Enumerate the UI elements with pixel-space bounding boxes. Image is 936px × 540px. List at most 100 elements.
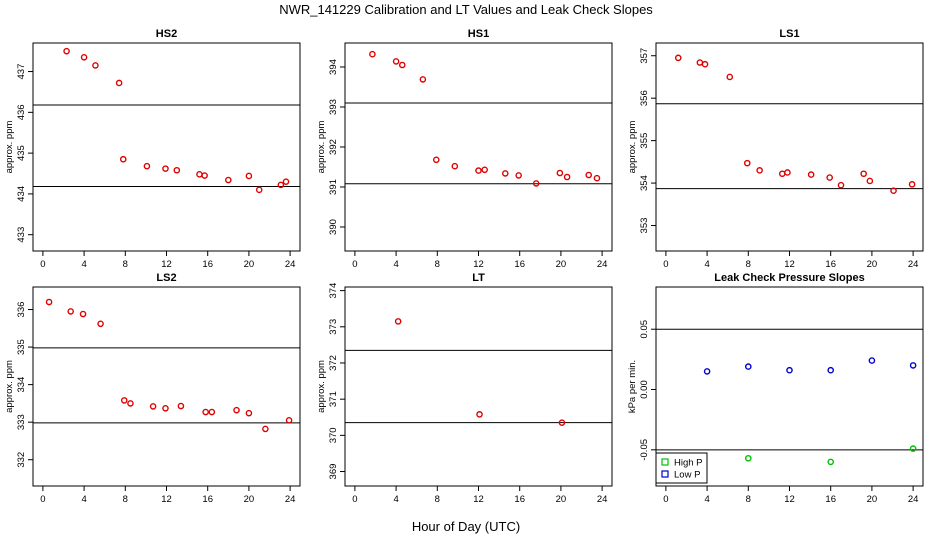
legend-marker	[661, 470, 669, 478]
data-point	[196, 171, 203, 178]
data-point	[285, 416, 293, 424]
y-tick-label: 0.05	[639, 320, 650, 339]
plot-frame	[655, 42, 924, 252]
legend-label: High P	[674, 458, 703, 469]
data-point	[827, 458, 835, 466]
data-point	[177, 402, 185, 410]
y-axis-label: approx. ppm	[316, 121, 327, 174]
data-point	[501, 170, 509, 177]
x-tick-label: 8	[123, 259, 128, 270]
data-point	[786, 366, 793, 374]
x-tick-label: 16	[202, 494, 213, 505]
legend-box	[655, 452, 708, 484]
y-tick-label: 393	[328, 99, 339, 115]
y-tick-label: 357	[639, 48, 650, 64]
data-point	[173, 166, 181, 174]
data-point	[558, 419, 566, 426]
y-tick-label: 333	[16, 414, 27, 430]
y-tick-label: 390	[328, 219, 339, 235]
data-point	[451, 162, 459, 170]
x-tick-label: 4	[704, 259, 709, 270]
data-point	[392, 58, 400, 65]
data-point	[868, 357, 876, 364]
y-tick-label: 433	[16, 227, 27, 243]
data-point	[149, 403, 157, 410]
data-point	[162, 404, 169, 412]
y-axis-label: approx. ppm	[627, 121, 638, 174]
y-tick-label: 335	[16, 339, 27, 355]
data-point	[79, 310, 87, 318]
data-point	[909, 445, 917, 452]
data-point	[908, 181, 916, 188]
x-tick-label: 8	[435, 494, 440, 505]
data-point	[245, 409, 253, 417]
x-tick-label: 16	[202, 259, 213, 270]
data-point	[515, 172, 522, 179]
x-tick-label: 8	[746, 259, 751, 270]
data-point	[201, 172, 208, 179]
data-point	[92, 62, 99, 69]
x-tick-label: 0	[40, 494, 45, 505]
y-axis-label: approx. ppm	[316, 360, 327, 413]
x-tick-label: 8	[746, 494, 751, 505]
panel-title: HS1	[468, 28, 489, 40]
data-point	[127, 400, 134, 407]
x-tick-label: 0	[663, 494, 668, 505]
data-point	[674, 54, 682, 62]
data-point	[262, 425, 269, 433]
data-point	[481, 166, 488, 174]
data-point	[202, 408, 209, 416]
x-tick-label: 24	[285, 494, 296, 505]
y-axis-label: approx. ppm	[4, 360, 15, 413]
x-tick-label: 8	[123, 494, 128, 505]
y-tick-label: 392	[328, 139, 339, 155]
figure-title: NWR_141229 Calibration and LT Values and…	[279, 2, 653, 17]
data-point	[743, 159, 751, 167]
y-tick-label: 394	[328, 59, 339, 75]
x-tick-label: 12	[161, 259, 172, 270]
y-tick-label: 369	[328, 464, 339, 480]
panel-ls1: LS1 0 4 8 12 16 20 24 353 354 355 356 357 approx. ppm	[627, 28, 924, 270]
data-point	[827, 366, 835, 374]
x-tick-label: 12	[473, 259, 484, 270]
x-tick-label: 20	[244, 259, 255, 270]
panel-lt: LT 0 4 8 12 16 20 24 369 370 371 372 373 374 approx. p…	[316, 272, 613, 505]
plot-frame	[344, 286, 613, 487]
data-point	[120, 397, 128, 404]
y-tick-label: -0.05	[639, 439, 650, 461]
y-axis-label: approx. ppm	[4, 121, 15, 174]
y-axis-label: kPa per min.	[627, 360, 638, 413]
x-tick-label: 24	[597, 494, 608, 505]
y-tick-label: 356	[639, 90, 650, 106]
x-tick-label: 24	[908, 259, 919, 270]
data-point	[394, 318, 402, 325]
data-point	[837, 181, 845, 189]
data-point	[119, 155, 127, 163]
plot-frame	[32, 42, 301, 252]
data-point	[277, 181, 285, 189]
x-tick-label: 8	[435, 259, 440, 270]
data-point	[419, 76, 427, 83]
y-tick-label: 0.00	[639, 380, 650, 399]
data-point	[701, 60, 709, 68]
x-tick-label: 12	[473, 494, 484, 505]
y-tick-label: 437	[16, 64, 27, 80]
data-point	[593, 174, 601, 182]
data-point	[282, 178, 290, 185]
y-tick-label: 391	[328, 179, 339, 195]
data-point	[784, 169, 791, 176]
data-point	[744, 454, 752, 462]
y-tick-label: 370	[328, 427, 339, 443]
data-point	[532, 180, 540, 187]
x-tick-label: 16	[825, 494, 836, 505]
data-point	[778, 170, 786, 178]
legend-label: Low P	[674, 470, 700, 481]
data-point	[245, 172, 253, 180]
x-tick-label: 16	[514, 494, 525, 505]
x-tick-label: 4	[393, 259, 398, 270]
data-point	[860, 170, 867, 178]
x-tick-label: 4	[393, 494, 398, 505]
x-tick-label: 0	[40, 259, 45, 270]
legend-marker	[661, 458, 669, 466]
panel-hs1: HS1 0 4 8 12 16 20 24 390 391 392 393 394 approx. ppm	[316, 28, 613, 270]
